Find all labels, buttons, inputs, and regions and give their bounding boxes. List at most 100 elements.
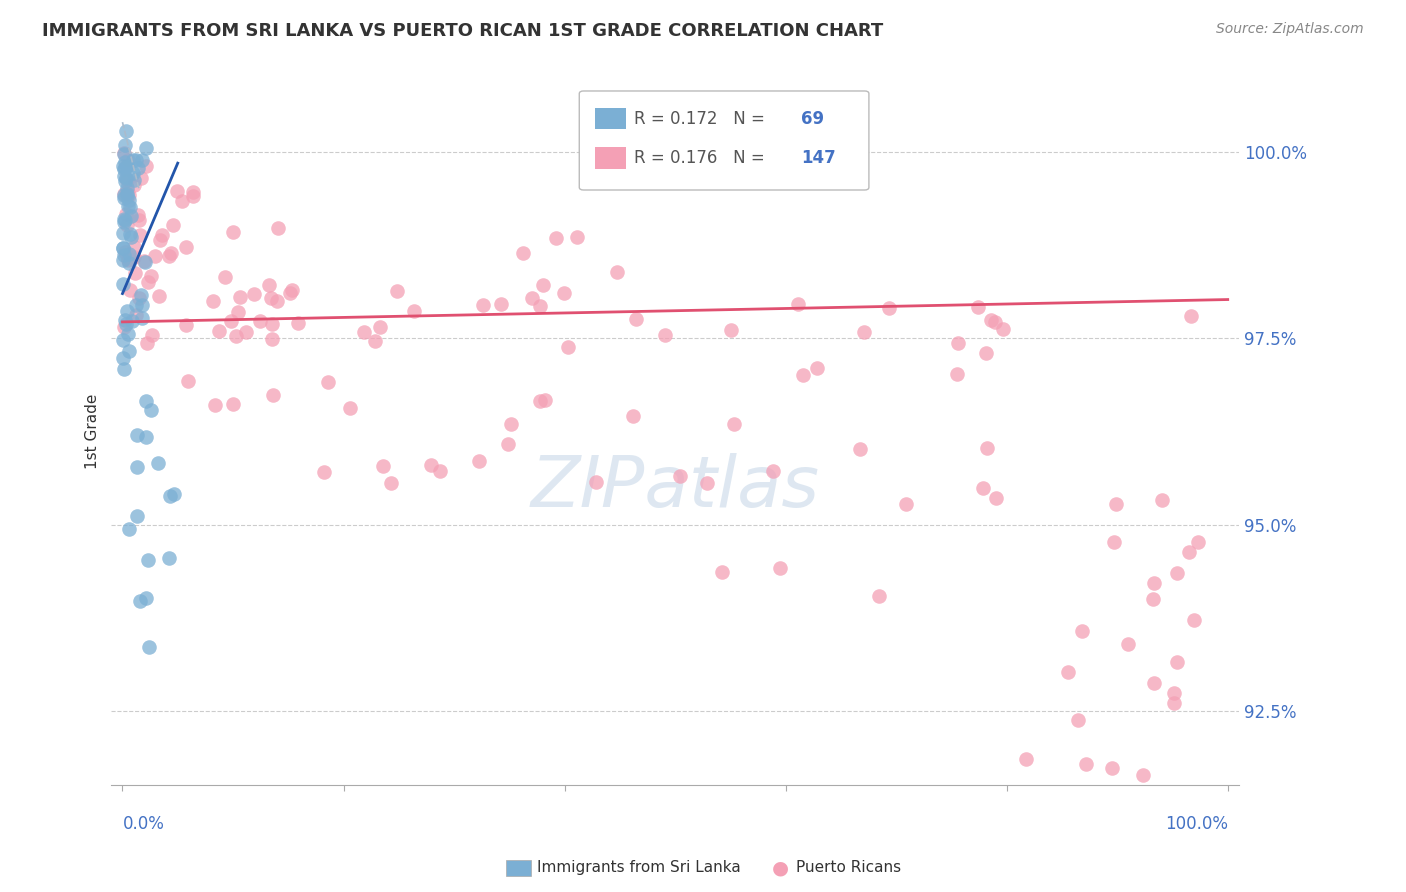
Point bbox=[134, 430, 156, 444]
Point bbox=[287, 316, 309, 330]
Point bbox=[353, 325, 375, 339]
Point bbox=[118, 344, 141, 359]
Point bbox=[496, 436, 519, 450]
Point bbox=[117, 189, 139, 203]
Point bbox=[141, 327, 163, 342]
Point bbox=[529, 299, 551, 313]
Point bbox=[565, 230, 588, 244]
Text: ZIPatlas: ZIPatlas bbox=[530, 453, 820, 522]
Point bbox=[1104, 497, 1126, 511]
Point bbox=[1015, 752, 1038, 766]
Point bbox=[984, 491, 1007, 505]
Point bbox=[112, 248, 135, 262]
Point bbox=[983, 315, 1005, 329]
Point bbox=[115, 184, 138, 198]
Point bbox=[419, 458, 441, 472]
Point bbox=[115, 171, 138, 186]
Point bbox=[115, 303, 138, 318]
Text: 69: 69 bbox=[801, 110, 824, 128]
Point bbox=[1102, 535, 1125, 549]
Point bbox=[160, 246, 183, 260]
Point bbox=[112, 190, 135, 204]
Point bbox=[128, 227, 150, 242]
Point bbox=[124, 173, 146, 187]
Point bbox=[993, 322, 1015, 336]
Point bbox=[786, 297, 808, 311]
Point bbox=[1152, 493, 1174, 508]
Point bbox=[120, 230, 142, 244]
Point bbox=[136, 275, 159, 289]
Point bbox=[259, 278, 281, 293]
Point bbox=[235, 325, 257, 339]
Text: R = 0.176   N =: R = 0.176 N = bbox=[634, 149, 770, 167]
Point bbox=[111, 253, 134, 268]
Point bbox=[606, 265, 628, 279]
Text: ●: ● bbox=[772, 858, 789, 878]
Point bbox=[976, 441, 998, 455]
Point bbox=[112, 361, 135, 376]
Point bbox=[980, 312, 1002, 326]
Point bbox=[128, 594, 150, 608]
Point bbox=[117, 252, 139, 267]
Point bbox=[111, 159, 134, 173]
Point bbox=[135, 159, 157, 173]
Point bbox=[228, 305, 250, 319]
Point bbox=[1074, 756, 1097, 771]
Point bbox=[125, 308, 148, 322]
Point bbox=[115, 181, 138, 195]
Point bbox=[135, 141, 157, 155]
Point bbox=[229, 289, 252, 303]
Point bbox=[117, 186, 139, 201]
Point bbox=[117, 252, 139, 266]
Point bbox=[135, 394, 157, 409]
Point bbox=[120, 209, 142, 223]
Point bbox=[115, 318, 138, 332]
Point bbox=[112, 186, 135, 201]
Point bbox=[1101, 762, 1123, 776]
Point bbox=[468, 454, 491, 468]
Point bbox=[214, 270, 236, 285]
Point bbox=[848, 442, 870, 456]
Point bbox=[111, 333, 134, 347]
Point bbox=[117, 153, 139, 168]
Point bbox=[894, 497, 917, 511]
Point bbox=[117, 199, 139, 213]
Point bbox=[166, 184, 188, 198]
Point bbox=[429, 465, 451, 479]
Point bbox=[222, 225, 245, 239]
Point bbox=[368, 320, 391, 334]
Point bbox=[118, 194, 141, 208]
Point bbox=[127, 209, 149, 223]
Point bbox=[1180, 309, 1202, 323]
Text: 100.0%: 100.0% bbox=[1164, 815, 1227, 833]
Point bbox=[946, 336, 969, 351]
Point bbox=[967, 300, 990, 314]
Text: IMMIGRANTS FROM SRI LANKA VS PUERTO RICAN 1ST GRADE CORRELATION CHART: IMMIGRANTS FROM SRI LANKA VS PUERTO RICA… bbox=[42, 22, 883, 40]
Point bbox=[115, 173, 138, 187]
Point bbox=[1163, 686, 1185, 700]
Point bbox=[114, 137, 136, 152]
Point bbox=[112, 351, 135, 366]
Point bbox=[117, 247, 139, 261]
Point bbox=[208, 325, 231, 339]
Point bbox=[669, 469, 692, 483]
Point bbox=[124, 298, 146, 312]
Point bbox=[112, 147, 135, 161]
Point bbox=[1143, 676, 1166, 690]
Point bbox=[143, 249, 166, 263]
Point bbox=[111, 241, 134, 255]
Point bbox=[1142, 591, 1164, 606]
Point bbox=[127, 427, 149, 442]
Point bbox=[1116, 637, 1139, 651]
Point bbox=[1057, 665, 1080, 679]
Point bbox=[371, 459, 394, 474]
Point bbox=[112, 319, 135, 334]
Point bbox=[877, 301, 900, 315]
Point bbox=[115, 207, 138, 221]
Point bbox=[112, 277, 135, 291]
Point bbox=[471, 298, 494, 312]
Text: 0.0%: 0.0% bbox=[122, 815, 165, 833]
Point bbox=[122, 166, 145, 180]
Point bbox=[1187, 534, 1209, 549]
Point bbox=[112, 215, 135, 229]
